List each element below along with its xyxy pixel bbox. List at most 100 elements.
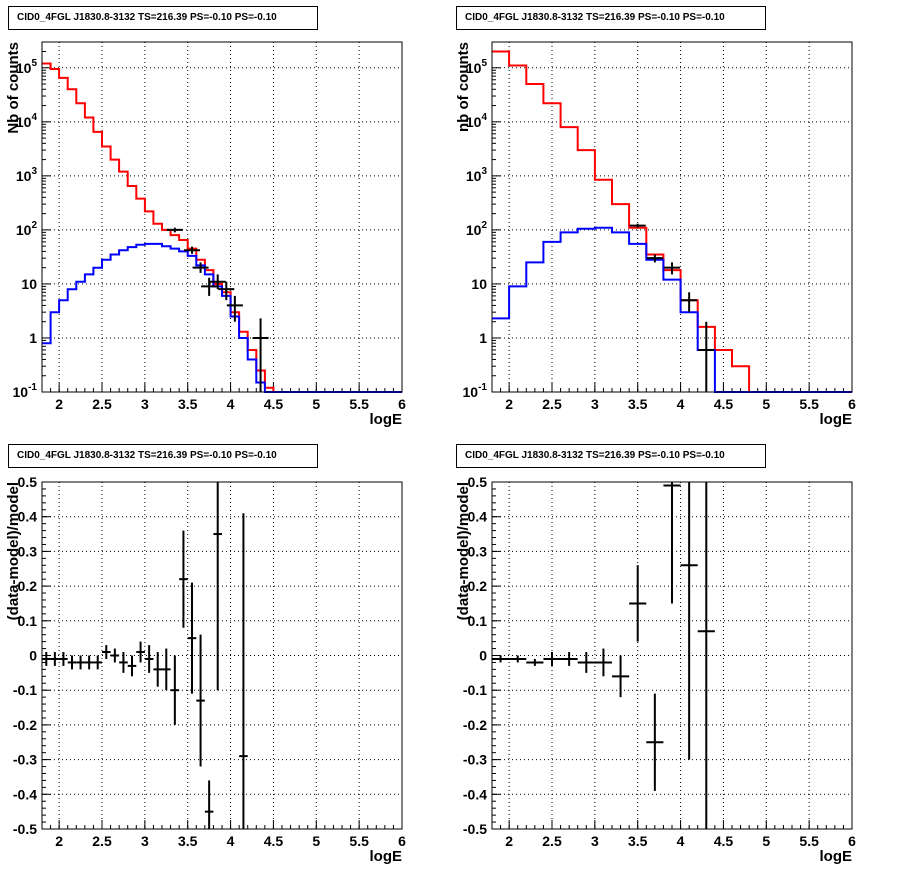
y-tick-label: 0 <box>29 648 37 664</box>
y-tick-label: 105 <box>16 58 38 76</box>
series-line-2 <box>492 226 852 393</box>
x-tick-label: 3 <box>141 833 149 849</box>
data-point <box>192 262 209 273</box>
x-tick-label: 2 <box>505 833 513 849</box>
residual-point <box>144 645 154 673</box>
y-tick-label: 104 <box>16 112 38 130</box>
plot-frame <box>491 41 853 393</box>
y-tick-label: -0.2 <box>13 717 37 733</box>
residual-point <box>119 652 128 673</box>
x-tick-label: 5 <box>762 396 770 412</box>
x-tick-label: 4 <box>227 833 235 849</box>
residual-point <box>680 482 698 760</box>
data-point <box>226 295 243 322</box>
y-tick-label: -0.1 <box>13 682 37 698</box>
x-tick-label: 5 <box>312 833 320 849</box>
residual-point <box>526 658 544 666</box>
x-axis-title: logE <box>820 848 853 865</box>
x-tick-label: 4.5 <box>264 396 284 412</box>
x-tick-label: 4 <box>677 833 685 849</box>
plot-frame <box>41 481 403 830</box>
x-tick-label: 5 <box>762 833 770 849</box>
y-tick-label: 103 <box>16 166 38 184</box>
residual-point <box>76 655 85 670</box>
y-tick-label: -0.2 <box>463 717 487 733</box>
data-point <box>201 277 218 296</box>
residual-point <box>187 582 197 694</box>
x-tick-label: 3 <box>141 396 149 412</box>
x-tick-label: 3.5 <box>628 833 648 849</box>
data-point <box>698 321 715 392</box>
y-tick-label: -0.5 <box>13 821 37 837</box>
y-tick-label: -0.4 <box>13 786 37 802</box>
y-tick-label: -0.4 <box>463 786 487 802</box>
data-point <box>184 246 200 254</box>
data-point <box>664 262 680 275</box>
y-axis-title: nb of counts <box>455 42 472 132</box>
x-tick-label: 6 <box>398 396 406 412</box>
y-axis-title: (data-model)/model <box>5 482 22 620</box>
residual-point <box>153 652 162 687</box>
panel-1: 2 2.5 3 3.5 4 4.5 5 5.5 6 10-1 1 10 102 103 104 105 logE… <box>5 41 406 428</box>
y-tick-label: 0.4 <box>18 509 38 525</box>
x-tick-label: 2.5 <box>92 833 112 849</box>
y-tick-label: 10-1 <box>463 382 488 400</box>
plot-frame <box>491 481 853 830</box>
y-tick-label: 104 <box>466 112 488 130</box>
x-tick-label: 2.5 <box>542 396 562 412</box>
y-axis-title: (data-model)/model <box>455 482 472 620</box>
y-tick-label: 0.5 <box>468 474 488 490</box>
x-tick-label: 2 <box>505 396 513 412</box>
x-tick-label: 4 <box>677 396 685 412</box>
y-tick-label: 10 <box>471 276 487 292</box>
panel-1-title: CID0_4FGL J1830.8-3132 TS=216.39 PS=-0.1… <box>8 6 318 30</box>
residual-point <box>663 482 681 604</box>
x-tick-label: 4.5 <box>714 396 734 412</box>
panel-3: 2 2.5 3 3.5 4 4.5 5 5.5 6 -0.5 -0.4 -0.3 -0.2 -0.1 0 0.… <box>5 474 406 865</box>
residual-point <box>102 645 111 659</box>
series-line-1 <box>492 50 852 393</box>
x-tick-label: 6 <box>848 833 856 849</box>
series-line-1 <box>42 62 402 393</box>
x-tick-label: 3.5 <box>628 396 648 412</box>
residual-point <box>127 655 137 677</box>
residual-point <box>492 655 510 663</box>
y-tick-label: -0.3 <box>13 752 37 768</box>
y-tick-label: 105 <box>466 58 488 76</box>
x-tick-label: 3.5 <box>178 833 198 849</box>
y-tick-label: -0.3 <box>463 752 487 768</box>
y-tick-label: -0.5 <box>463 821 487 837</box>
residual-point <box>93 655 102 670</box>
y-tick-label: 1 <box>479 330 487 346</box>
residual-point <box>577 652 595 673</box>
y-tick-label: 10 <box>21 276 37 292</box>
residual-point <box>50 652 60 666</box>
data-point <box>629 223 646 228</box>
residual-point <box>179 530 188 628</box>
x-tick-label: 3.5 <box>178 396 198 412</box>
plot-frame <box>41 41 403 393</box>
residual-point <box>170 655 180 725</box>
data-point <box>252 318 269 392</box>
x-tick-label: 3 <box>591 396 599 412</box>
y-tick-label: 0.3 <box>468 543 488 559</box>
residual-point <box>646 693 664 791</box>
residual-point <box>560 652 578 666</box>
y-axis-title: Nb of counts <box>5 42 22 134</box>
x-tick-label: 2 <box>55 833 63 849</box>
residual-point <box>59 652 68 666</box>
x-tick-label: 6 <box>398 833 406 849</box>
x-tick-label: 5 <box>312 396 320 412</box>
y-tick-label: 0.3 <box>18 543 38 559</box>
residual-point <box>612 655 630 698</box>
x-tick-label: 4 <box>227 396 235 412</box>
x-tick-label: 5.5 <box>349 396 369 412</box>
y-tick-label: 10-1 <box>13 382 38 400</box>
x-tick-label: 5.5 <box>799 396 819 412</box>
x-tick-label: 3 <box>591 833 599 849</box>
y-tick-label: 0 <box>479 648 487 664</box>
y-tick-label: 0.1 <box>18 613 38 629</box>
x-tick-label: 2 <box>55 396 63 412</box>
x-tick-label: 2.5 <box>542 833 562 849</box>
